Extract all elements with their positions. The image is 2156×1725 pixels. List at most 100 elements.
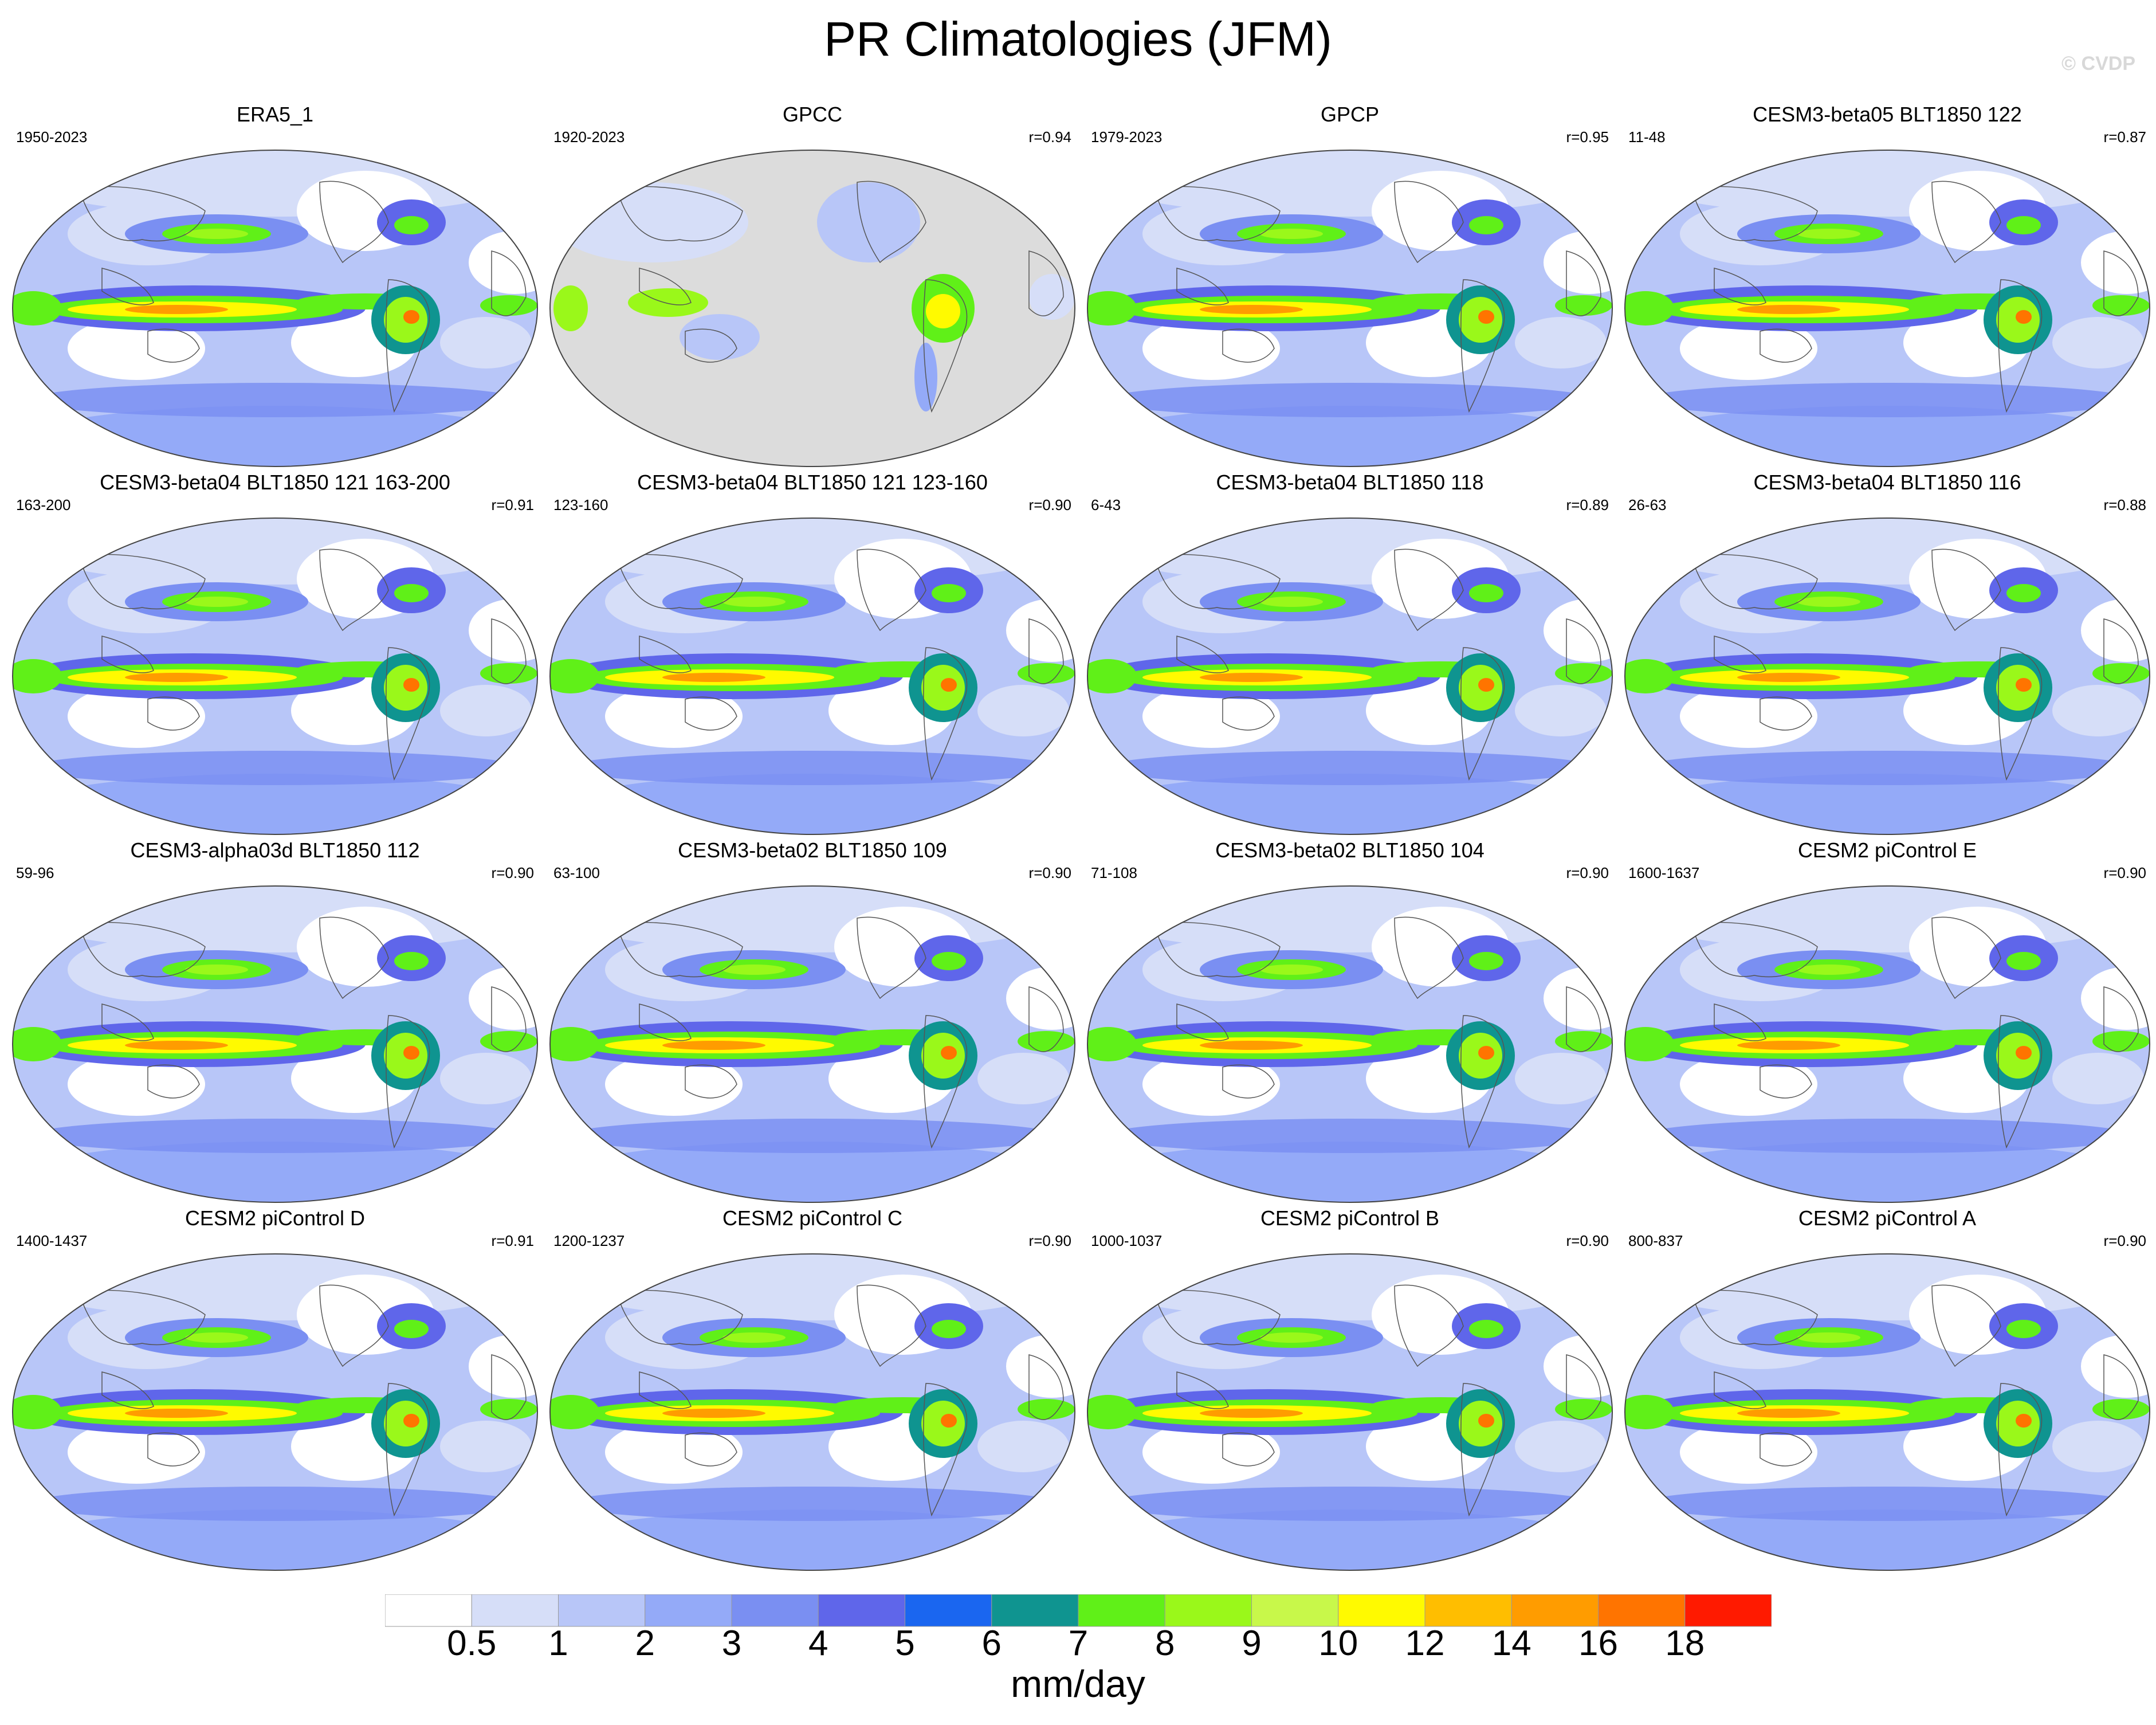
precipitation-map xyxy=(12,518,538,835)
colorbar-tick-label: 8 xyxy=(1155,1624,1175,1663)
map-panel: CESM3-beta02 BLT1850 104 71-108 r=0.90 xyxy=(1081,838,1619,1205)
panel-title: CESM3-alpha03d BLT1850 112 xyxy=(130,838,420,862)
map-panel: CESM3-alpha03d BLT1850 112 59-96 r=0.90 xyxy=(6,838,544,1205)
panel-pattern-correlation: r=0.90 xyxy=(2103,864,2146,881)
panel-pattern-correlation: r=0.90 xyxy=(1566,864,1609,881)
map-panel: GPCC 1920-2023 r=0.94 xyxy=(543,102,1082,469)
colorbar-bin xyxy=(1684,1594,1772,1627)
panel-pattern-correlation: r=0.90 xyxy=(2103,1232,2146,1249)
colorbar-bin xyxy=(991,1594,1079,1627)
map-panel: CESM3-beta04 BLT1850 121 163-200 163-200 r… xyxy=(6,470,544,837)
colorbar-label: mm/day xyxy=(1011,1663,1145,1705)
colorbar-bin xyxy=(558,1594,646,1627)
panel-pattern-correlation: r=0.87 xyxy=(2103,128,2146,146)
colorbar-tick-label: 16 xyxy=(1578,1624,1618,1663)
colorbar-bin xyxy=(645,1594,732,1627)
panel-title: CESM2 piControl B xyxy=(1260,1206,1440,1230)
figure-title: PR Climatologies (JFM) xyxy=(824,12,1332,66)
panel-title: CESM3-beta02 BLT1850 109 xyxy=(678,838,947,862)
panel-years: 1000-1037 xyxy=(1091,1232,1163,1249)
panel-title: CESM2 piControl D xyxy=(184,1206,366,1230)
colorbar-bin xyxy=(818,1594,905,1627)
map-panel: CESM3-beta04 BLT1850 118 6-43 r=0.89 xyxy=(1081,470,1619,837)
panel-years: 1600-1637 xyxy=(1628,864,1700,881)
colorbar-bin xyxy=(1078,1594,1165,1627)
map-panel: CESM3-beta04 BLT1850 121 123-160 123-160 r… xyxy=(543,470,1082,837)
colorbar-bin xyxy=(1424,1594,1512,1627)
panel-title: CESM3-beta05 BLT1850 122 xyxy=(1753,103,2022,126)
panel-title: CESM2 piControl C xyxy=(722,1206,903,1230)
panel-years: 26-63 xyxy=(1628,496,1667,513)
panel-title: GPCC xyxy=(782,103,842,126)
panel-title: CESM3-beta04 BLT1850 116 xyxy=(1753,471,2021,494)
panel-title: ERA5_1 xyxy=(236,103,314,126)
colorbar-bin xyxy=(1338,1594,1425,1627)
map-panel: CESM3-beta04 BLT1850 116 26-63 r=0.88 xyxy=(1618,470,2156,837)
panel-pattern-correlation: r=0.95 xyxy=(1566,128,1609,146)
colorbar-tick-label: 4 xyxy=(808,1624,828,1663)
precipitation-map xyxy=(1087,150,1613,467)
panel-pattern-correlation: r=0.90 xyxy=(1028,496,1071,513)
map-panel: CESM2 piControl D 1400-1437 r=0.91 xyxy=(6,1206,544,1573)
precipitation-map xyxy=(12,885,538,1203)
panel-pattern-correlation: r=0.91 xyxy=(491,496,534,513)
colorbar-tick-label: 2 xyxy=(635,1624,655,1663)
panel-title: CESM2 piControl A xyxy=(1798,1206,1977,1230)
panel-years: 11-48 xyxy=(1628,128,1666,146)
panel-years: 1400-1437 xyxy=(16,1232,88,1249)
panel-years: 1920-2023 xyxy=(553,128,625,146)
colorbar-bin xyxy=(905,1594,992,1627)
precipitation-map xyxy=(549,150,1075,467)
watermark: © CVDP xyxy=(2061,53,2135,75)
map-panel: CESM3-beta02 BLT1850 109 63-100 r=0.90 xyxy=(543,838,1082,1205)
panel-years: 800-837 xyxy=(1628,1232,1683,1249)
panel-years: 123-160 xyxy=(553,496,608,513)
panel-title: CESM3-beta04 BLT1850 121 163-200 xyxy=(100,471,450,494)
panel-pattern-correlation: r=0.90 xyxy=(1028,1232,1071,1249)
panel-pattern-correlation: r=0.90 xyxy=(491,864,534,881)
precipitation-map xyxy=(12,150,538,467)
panel-title: CESM3-beta02 BLT1850 104 xyxy=(1215,838,1485,862)
colorbar-tick-label: 3 xyxy=(721,1624,742,1663)
colorbar-bin xyxy=(1598,1594,1686,1627)
colorbar-tick-label: 9 xyxy=(1242,1624,1262,1663)
precipitation-map xyxy=(1624,1253,2150,1571)
precipitation-map xyxy=(549,518,1075,835)
colorbar-tick-label: 12 xyxy=(1405,1624,1445,1663)
precipitation-map xyxy=(12,1253,538,1571)
colorbar-tick-label: 10 xyxy=(1318,1624,1358,1663)
panel-title: CESM3-beta04 BLT1850 118 xyxy=(1216,471,1484,494)
precipitation-map xyxy=(1624,150,2150,467)
panel-pattern-correlation: r=0.88 xyxy=(2103,496,2146,513)
map-panel: CESM2 piControl E 1600-1637 r=0.90 xyxy=(1618,838,2156,1205)
colorbar-bin xyxy=(471,1594,559,1627)
panel-years: 6-43 xyxy=(1091,496,1121,513)
map-panel: CESM2 piControl A 800-837 r=0.90 xyxy=(1618,1206,2156,1573)
panel-pattern-correlation: r=0.90 xyxy=(1566,1232,1609,1249)
panel-years: 59-96 xyxy=(16,864,54,881)
colorbar-bin xyxy=(1511,1594,1599,1627)
map-panel: CESM3-beta05 BLT1850 122 11-48 r=0.87 xyxy=(1618,102,2156,469)
map-panel: CESM2 piControl B 1000-1037 r=0.90 xyxy=(1081,1206,1619,1573)
colorbar xyxy=(385,1594,1772,1627)
panel-years: 63-100 xyxy=(553,864,600,881)
precipitation-map xyxy=(549,1253,1075,1571)
colorbar-bin xyxy=(1251,1594,1339,1627)
panel-pattern-correlation: r=0.91 xyxy=(491,1232,534,1249)
panel-pattern-correlation: r=0.90 xyxy=(1028,864,1071,881)
panel-title: CESM3-beta04 BLT1850 121 123-160 xyxy=(637,471,988,494)
precipitation-map xyxy=(1087,1253,1613,1571)
colorbar-bin xyxy=(1164,1594,1252,1627)
colorbar-tick-label: 6 xyxy=(981,1624,1002,1663)
precipitation-map xyxy=(1087,518,1613,835)
panel-years: 163-200 xyxy=(16,496,71,513)
colorbar-tick-label: 7 xyxy=(1068,1624,1089,1663)
colorbar-tick-label: 14 xyxy=(1491,1624,1531,1663)
map-panel: GPCP 1979-2023 r=0.95 xyxy=(1081,102,1619,469)
panel-years: 1200-1237 xyxy=(553,1232,625,1249)
panel-pattern-correlation: r=0.89 xyxy=(1566,496,1609,513)
colorbar-tick-label: 1 xyxy=(548,1624,568,1663)
map-panel: ERA5_1 1950-2023 xyxy=(6,102,544,469)
precipitation-map xyxy=(549,885,1075,1203)
map-panel: CESM2 piControl C 1200-1237 r=0.90 xyxy=(543,1206,1082,1573)
